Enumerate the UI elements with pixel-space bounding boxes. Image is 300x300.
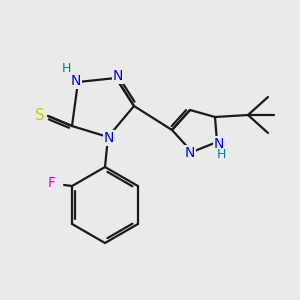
Text: N: N	[113, 69, 123, 83]
Text: S: S	[35, 107, 45, 122]
Text: N: N	[104, 131, 114, 145]
Text: N: N	[185, 146, 195, 160]
Text: N: N	[214, 137, 224, 151]
Text: F: F	[48, 176, 56, 190]
Text: H: H	[216, 148, 226, 161]
Text: N: N	[71, 74, 81, 88]
Text: H: H	[61, 62, 71, 76]
